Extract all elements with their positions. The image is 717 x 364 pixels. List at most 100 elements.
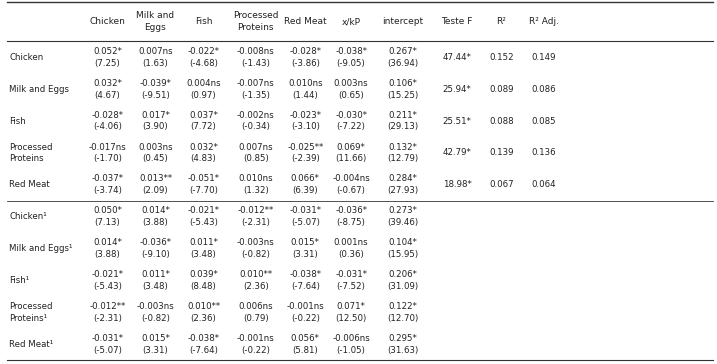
Text: -0.017ns
(-1.70): -0.017ns (-1.70) xyxy=(89,143,126,163)
Text: 0.139: 0.139 xyxy=(489,149,514,158)
Text: 0.295*
(31.63): 0.295* (31.63) xyxy=(387,334,418,355)
Text: 0.011*
(3.48): 0.011* (3.48) xyxy=(141,270,170,291)
Text: -0.036*
(-9.10): -0.036* (-9.10) xyxy=(140,238,171,259)
Text: -0.008ns
(-1.43): -0.008ns (-1.43) xyxy=(237,47,275,68)
Text: 0.122*
(12.70): 0.122* (12.70) xyxy=(387,302,418,323)
Text: -0.028*
(-4.06): -0.028* (-4.06) xyxy=(92,111,123,131)
Text: 0.010ns
(1.32): 0.010ns (1.32) xyxy=(239,174,273,195)
Text: Chicken: Chicken xyxy=(90,17,125,26)
Text: 0.014*
(3.88): 0.014* (3.88) xyxy=(141,206,170,227)
Text: 0.039*
(8.48): 0.039* (8.48) xyxy=(189,270,218,291)
Text: 0.066*
(6.39): 0.066* (6.39) xyxy=(291,174,320,195)
Text: -0.006ns
(-1.05): -0.006ns (-1.05) xyxy=(332,334,370,355)
Text: -0.036*
(-8.75): -0.036* (-8.75) xyxy=(335,206,367,227)
Text: -0.012**
(-2.31): -0.012** (-2.31) xyxy=(237,206,274,227)
Text: Fish: Fish xyxy=(195,17,212,26)
Text: Fish¹: Fish¹ xyxy=(9,276,29,285)
Text: -0.022*
(-4.68): -0.022* (-4.68) xyxy=(188,47,219,68)
Text: 25.94*: 25.94* xyxy=(442,84,471,94)
Text: 0.085: 0.085 xyxy=(531,116,556,126)
Text: 0.152: 0.152 xyxy=(489,53,514,62)
Text: 0.088: 0.088 xyxy=(489,116,514,126)
Text: -0.001ns
(-0.22): -0.001ns (-0.22) xyxy=(286,302,324,323)
Text: 0.011*
(3.48): 0.011* (3.48) xyxy=(189,238,218,259)
Text: Milk and Eggs: Milk and Eggs xyxy=(9,84,70,94)
Text: -0.012**
(-2.31): -0.012** (-2.31) xyxy=(90,302,125,323)
Text: 0.003ns
(0.45): 0.003ns (0.45) xyxy=(138,143,173,163)
Text: 0.071*
(12.50): 0.071* (12.50) xyxy=(336,302,366,323)
Text: 0.017*
(3.90): 0.017* (3.90) xyxy=(141,111,170,131)
Text: 0.273*
(39.46): 0.273* (39.46) xyxy=(387,206,418,227)
Text: -0.030*
(-7.22): -0.030* (-7.22) xyxy=(335,111,367,131)
Text: Processed
Proteins: Processed Proteins xyxy=(9,143,53,163)
Text: -0.021*
(-5.43): -0.021* (-5.43) xyxy=(92,270,123,291)
Text: 0.015*
(3.31): 0.015* (3.31) xyxy=(291,238,320,259)
Text: 0.007ns
(1.63): 0.007ns (1.63) xyxy=(138,47,173,68)
Text: R² Adj.: R² Adj. xyxy=(529,17,559,26)
Text: -0.025**
(-2.39): -0.025** (-2.39) xyxy=(287,143,323,163)
Text: -0.007ns
(-1.35): -0.007ns (-1.35) xyxy=(237,79,275,99)
Text: R²: R² xyxy=(497,17,506,26)
Text: -0.001ns
(-0.22): -0.001ns (-0.22) xyxy=(237,334,275,355)
Text: 0.056*
(5.81): 0.056* (5.81) xyxy=(291,334,320,355)
Text: 0.089: 0.089 xyxy=(489,84,514,94)
Text: 0.069*
(11.66): 0.069* (11.66) xyxy=(336,143,366,163)
Text: -0.051*
(-7.70): -0.051* (-7.70) xyxy=(188,174,219,195)
Text: Chicken¹: Chicken¹ xyxy=(9,212,47,221)
Text: 0.067: 0.067 xyxy=(489,180,514,189)
Text: -0.031*
(-5.07): -0.031* (-5.07) xyxy=(289,206,321,227)
Text: 0.206*
(31.09): 0.206* (31.09) xyxy=(387,270,418,291)
Text: Chicken: Chicken xyxy=(9,53,44,62)
Text: 0.014*
(3.88): 0.014* (3.88) xyxy=(93,238,122,259)
Text: 0.267*
(36.94): 0.267* (36.94) xyxy=(387,47,418,68)
Text: Red Meat: Red Meat xyxy=(284,17,326,26)
Text: 0.284*
(27.93): 0.284* (27.93) xyxy=(387,174,418,195)
Text: -0.038*
(-9.05): -0.038* (-9.05) xyxy=(335,47,367,68)
Text: Teste F: Teste F xyxy=(442,17,473,26)
Text: -0.021*
(-5.43): -0.021* (-5.43) xyxy=(188,206,219,227)
Text: 0.104*
(15.95): 0.104* (15.95) xyxy=(387,238,418,259)
Text: 0.132*
(12.79): 0.132* (12.79) xyxy=(387,143,418,163)
Text: 0.003ns
(0.65): 0.003ns (0.65) xyxy=(334,79,369,99)
Text: Red Meat¹: Red Meat¹ xyxy=(9,340,54,349)
Text: Processed
Proteins¹: Processed Proteins¹ xyxy=(9,302,53,323)
Text: -0.038*
(-7.64): -0.038* (-7.64) xyxy=(188,334,219,355)
Text: 0.052*
(7.25): 0.052* (7.25) xyxy=(93,47,122,68)
Text: 0.050*
(7.13): 0.050* (7.13) xyxy=(93,206,122,227)
Text: 0.064: 0.064 xyxy=(531,180,556,189)
Text: -0.023*
(-3.10): -0.023* (-3.10) xyxy=(289,111,321,131)
Text: -0.039*
(-9.51): -0.039* (-9.51) xyxy=(140,79,171,99)
Text: 0.086: 0.086 xyxy=(531,84,556,94)
Text: -0.038*
(-7.64): -0.038* (-7.64) xyxy=(289,270,321,291)
Text: 0.004ns
(0.97): 0.004ns (0.97) xyxy=(186,79,221,99)
Text: Milk and
Eggs: Milk and Eggs xyxy=(136,12,174,32)
Text: 0.032*
(4.67): 0.032* (4.67) xyxy=(93,79,122,99)
Text: -0.031*
(-7.52): -0.031* (-7.52) xyxy=(335,270,367,291)
Text: -0.004ns
(-0.67): -0.004ns (-0.67) xyxy=(332,174,370,195)
Text: 0.001ns
(0.36): 0.001ns (0.36) xyxy=(334,238,369,259)
Text: Processed
Proteins: Processed Proteins xyxy=(233,12,278,32)
Text: Milk and Eggs¹: Milk and Eggs¹ xyxy=(9,244,73,253)
Text: 42.79*: 42.79* xyxy=(442,149,471,158)
Text: 0.010**
(2.36): 0.010** (2.36) xyxy=(187,302,220,323)
Text: 0.010**
(2.36): 0.010** (2.36) xyxy=(239,270,272,291)
Text: -0.003ns
(-0.82): -0.003ns (-0.82) xyxy=(137,302,174,323)
Text: 47.44*: 47.44* xyxy=(442,53,472,62)
Text: 25.51*: 25.51* xyxy=(442,116,472,126)
Text: 0.136: 0.136 xyxy=(531,149,556,158)
Text: 0.007ns
(0.85): 0.007ns (0.85) xyxy=(239,143,273,163)
Text: 0.106*
(15.25): 0.106* (15.25) xyxy=(387,79,418,99)
Text: 0.037*
(7.72): 0.037* (7.72) xyxy=(189,111,218,131)
Text: x/kP: x/kP xyxy=(341,17,361,26)
Text: 0.010ns
(1.44): 0.010ns (1.44) xyxy=(288,79,323,99)
Text: 0.032*
(4.83): 0.032* (4.83) xyxy=(189,143,218,163)
Text: 18.98*: 18.98* xyxy=(442,180,471,189)
Text: -0.002ns
(-0.34): -0.002ns (-0.34) xyxy=(237,111,275,131)
Text: 0.013**
(2.09): 0.013** (2.09) xyxy=(139,174,172,195)
Text: intercept: intercept xyxy=(382,17,423,26)
Text: -0.028*
(-3.86): -0.028* (-3.86) xyxy=(289,47,321,68)
Text: -0.037*
(-3.74): -0.037* (-3.74) xyxy=(92,174,123,195)
Text: -0.003ns
(-0.82): -0.003ns (-0.82) xyxy=(237,238,275,259)
Text: -0.031*
(-5.07): -0.031* (-5.07) xyxy=(92,334,123,355)
Text: Fish: Fish xyxy=(9,116,26,126)
